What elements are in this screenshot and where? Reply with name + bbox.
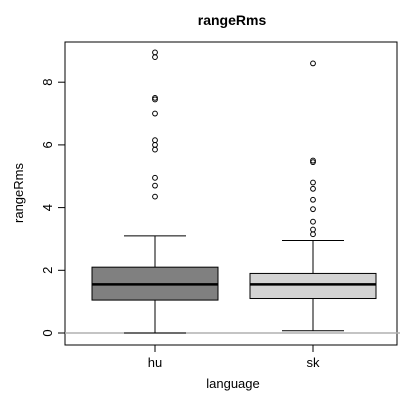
x-axis: hu sk [148,345,320,370]
outlier-point [310,196,316,203]
outlier-point [152,54,158,61]
boxes-layer [91,49,377,334]
y-tick-label: 8 [40,79,55,86]
outlier-point [152,137,158,144]
outlier-point [152,110,158,117]
outlier-point [152,49,158,56]
plot-frame [64,41,398,346]
iqr-box [249,272,377,300]
y-axis-label: rangeRms [11,163,26,223]
outlier-point [152,142,158,148]
y-tick-label: 0 [40,329,55,336]
outlier-point [152,193,158,200]
outlier-point [152,182,158,189]
outlier-point [310,226,316,233]
x-tick-label: sk [307,355,321,370]
outlier-point [152,146,158,153]
y-tick-label: 4 [40,204,55,211]
outlier-point [152,94,158,101]
y-axis: 0 2 4 6 8 [40,79,65,337]
outlier-point [310,179,316,186]
y-tick-label: 2 [40,267,55,274]
chart-title: rangeRms [198,12,267,28]
y-tick-label: 6 [40,141,55,148]
outlier-point [310,206,316,213]
x-tick-label: hu [148,355,162,370]
x-axis-label: language [206,376,260,391]
outlier-point [310,60,316,67]
outlier-point [310,218,316,225]
outlier-point [310,185,316,192]
outlier-point [310,231,316,238]
box-hu [91,49,219,334]
box-sk [249,60,377,332]
outlier-point [310,157,316,164]
outlier-point [152,174,158,181]
